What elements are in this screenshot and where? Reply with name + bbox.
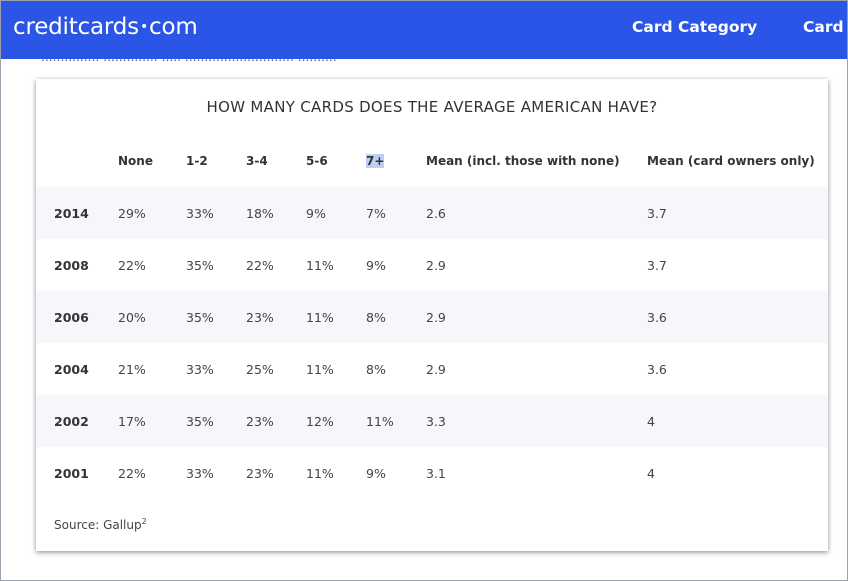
- table-row: 2002 17% 35% 23% 12% 11% 3.3 4: [36, 395, 828, 447]
- table-cell: 23%: [246, 395, 306, 447]
- table-body: 2014 29% 33% 18% 9% 7% 2.6 3.7 2008 22% 35% 22% 11% 9…: [36, 187, 828, 499]
- source-label: Source: Gallup: [54, 518, 142, 532]
- table-cell: 3.7: [647, 257, 667, 273]
- table-cell: 3.3: [426, 395, 647, 447]
- table-cell: 3.7: [647, 187, 828, 239]
- site-logo[interactable]: creditcards•com: [13, 14, 198, 40]
- table-cell: 29%: [118, 187, 186, 239]
- article-text-peek: ............... .............. ..... ...…: [1, 59, 847, 65]
- table-cell: 23%: [246, 465, 274, 481]
- table-cell: 8%: [366, 361, 386, 377]
- nav-card[interactable]: Card: [803, 18, 844, 36]
- row-year: 2004: [54, 361, 89, 377]
- table-cell: 4: [647, 465, 655, 481]
- table-cell: 35%: [186, 395, 246, 447]
- table-cell: 11%: [306, 361, 334, 377]
- table-row: 2008 22% 35% 22% 11% 9% 2.9 3.7: [36, 239, 828, 291]
- table-cell: 33%: [186, 187, 246, 239]
- row-year: 2001: [54, 465, 89, 481]
- table-cell: 35%: [186, 291, 246, 343]
- table-cell: 17%: [118, 395, 186, 447]
- table-cell: 18%: [246, 187, 306, 239]
- table-cell: 9%: [366, 465, 386, 481]
- table-cell: 22%: [118, 257, 146, 273]
- peek-text: ............... .............. ..... ...…: [41, 59, 337, 64]
- table-cell: 11%: [306, 465, 334, 481]
- row-year: 2008: [54, 257, 89, 273]
- table-cell: 8%: [366, 291, 426, 343]
- table-cell: 4: [647, 395, 828, 447]
- nav-card-category[interactable]: Card Category: [632, 18, 758, 36]
- row-year: 2014: [36, 187, 118, 239]
- table-cell: 33%: [186, 465, 214, 481]
- cards-table: None 1-2 3-4 5-6 7+ Mean (incl. those wi…: [36, 135, 828, 499]
- table-cell: 7%: [366, 187, 426, 239]
- table-row: 2004 21% 33% 25% 11% 8% 2.9 3.6: [36, 343, 828, 395]
- table-cell: 9%: [306, 187, 366, 239]
- table-cell: 11%: [366, 395, 426, 447]
- col-header-year: [36, 135, 118, 187]
- col-header-mean-owners: Mean (card owners only): [647, 154, 815, 168]
- table-row: 2006 20% 35% 23% 11% 8% 2.9 3.6: [36, 291, 828, 343]
- table-cell: 23%: [246, 291, 306, 343]
- table-cell: 3.6: [647, 291, 828, 343]
- table-cell: 11%: [306, 257, 334, 273]
- table-cell: 3.6: [647, 361, 667, 377]
- table-cell: 20%: [118, 291, 186, 343]
- table-cell: 2.9: [426, 361, 446, 377]
- table-cell: 2.9: [426, 291, 647, 343]
- row-year: 2002: [36, 395, 118, 447]
- table-cell: 9%: [366, 257, 386, 273]
- stats-table-card: HOW MANY CARDS DOES THE AVERAGE AMERICAN…: [36, 79, 828, 551]
- table-cell: 2.6: [426, 187, 647, 239]
- source-footnote-ref[interactable]: 2: [141, 517, 147, 526]
- table-cell: 2.9: [426, 257, 446, 273]
- table-title: HOW MANY CARDS DOES THE AVERAGE AMERICAN…: [206, 98, 658, 116]
- col-header-mean-all: Mean (incl. those with none): [426, 154, 620, 168]
- table-row: 2014 29% 33% 18% 9% 7% 2.6 3.7: [36, 187, 828, 239]
- col-header-5-6: 5-6: [306, 154, 328, 168]
- table-row: 2001 22% 33% 23% 11% 9% 3.1 4: [36, 447, 828, 499]
- table-cell: 33%: [186, 361, 214, 377]
- table-cell: 25%: [246, 361, 274, 377]
- table-cell: 22%: [118, 465, 146, 481]
- table-cell: 11%: [306, 291, 366, 343]
- row-year: 2006: [36, 291, 118, 343]
- selected-text-highlight: 7+: [366, 154, 385, 168]
- logo-dot: •: [139, 19, 148, 35]
- logo-text: creditcards: [13, 14, 139, 40]
- logo-suffix: com: [149, 14, 198, 40]
- col-header-3-4: 3-4: [246, 154, 268, 168]
- col-header-7-plus: 7+: [366, 135, 426, 187]
- site-header: creditcards•com Card Category Card: [1, 1, 847, 59]
- table-header-row: None 1-2 3-4 5-6 7+ Mean (incl. those wi…: [36, 135, 828, 187]
- source-note: Source: Gallup2: [54, 517, 147, 532]
- table-cell: 22%: [246, 257, 274, 273]
- table-cell: 21%: [118, 361, 146, 377]
- table-cell: 35%: [186, 257, 214, 273]
- table-cell: 3.1: [426, 465, 446, 481]
- col-header-1-2: 1-2: [186, 154, 208, 168]
- table-cell: 12%: [306, 395, 366, 447]
- col-header-none: None: [118, 154, 153, 168]
